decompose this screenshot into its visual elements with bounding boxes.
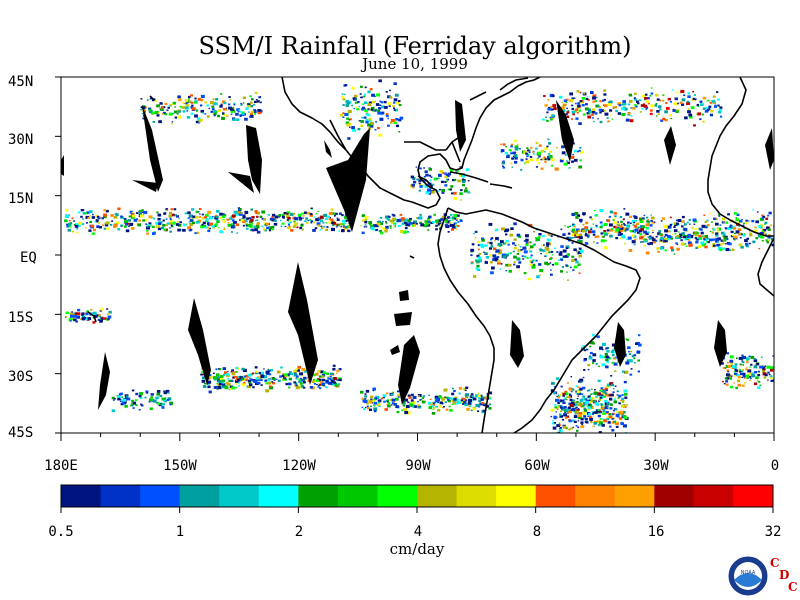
colorbar-swatch xyxy=(377,485,418,507)
lat-label: 45N xyxy=(8,74,33,90)
cdc-letter: D xyxy=(779,568,789,582)
colorbar-tick: 0.5 xyxy=(48,524,73,540)
lat-label: EQ xyxy=(20,250,37,266)
colorbar-swatch xyxy=(298,485,339,507)
lon-label: 0 xyxy=(771,458,779,474)
axis-ticks xyxy=(55,76,775,441)
map-panel xyxy=(55,76,775,441)
colorbar-swatch xyxy=(219,485,260,507)
colorbar-swatch xyxy=(337,485,378,507)
colorbar-swatch xyxy=(535,485,576,507)
colorbar-swatch xyxy=(61,485,102,507)
colorbar-tick: 1 xyxy=(176,524,184,540)
lon-label: 30W xyxy=(643,458,669,474)
colorbar-tick: 32 xyxy=(765,524,782,540)
lon-label: 60W xyxy=(524,458,550,474)
colorbar-swatch xyxy=(575,485,616,507)
colorbar-tick-labels: 0.5 1 2 4 8 16 32 xyxy=(48,524,781,540)
lon-label: 180E xyxy=(44,458,78,474)
cdc-mark: C D C xyxy=(770,556,798,594)
colorbar-swatch xyxy=(614,485,655,507)
colorbar-swatch xyxy=(456,485,497,507)
colorbar-swatch xyxy=(258,485,299,507)
colorbar-unit: cm/day xyxy=(390,540,445,558)
lat-label: 45S xyxy=(8,425,33,441)
map-title: SSM/I Rainfall (Ferriday algorithm) xyxy=(198,32,631,60)
lon-label: 120W xyxy=(282,458,316,474)
noaa-logo: NOAA xyxy=(727,555,769,597)
latitude-labels: 45N 30N 15N EQ 15S 30S 45S xyxy=(8,74,37,441)
colorbar-swatch xyxy=(179,485,220,507)
missing-data-swaths xyxy=(61,100,774,410)
colorbar-tick: 16 xyxy=(648,524,665,540)
rainfall-field xyxy=(64,79,774,433)
coastlines xyxy=(87,77,774,433)
lat-label: 30N xyxy=(8,132,33,148)
colorbar-swatch xyxy=(693,485,734,507)
lat-label: 15N xyxy=(8,191,33,207)
cdc-letter: C xyxy=(770,556,780,570)
colorbar-swatch xyxy=(654,485,695,507)
lon-label: 90W xyxy=(405,458,431,474)
colorbar-swatch xyxy=(100,485,141,507)
lat-label: 15S xyxy=(8,310,33,326)
map-date: June 10, 1999 xyxy=(360,55,468,73)
lon-label: 150W xyxy=(163,458,197,474)
colorbar-swatch xyxy=(417,485,458,507)
colorbar-swatch xyxy=(140,485,181,507)
noaa-logo-text: NOAA xyxy=(741,570,756,576)
colorbar-swatch xyxy=(496,485,537,507)
colorbar-tick: 2 xyxy=(295,524,303,540)
cdc-letter: C xyxy=(788,580,798,594)
colorbar-tick: 4 xyxy=(414,524,422,540)
lat-label: 30S xyxy=(8,369,33,385)
colorbar-tick: 8 xyxy=(533,524,541,540)
colorbar xyxy=(60,484,774,513)
colorbar-swatch xyxy=(733,485,774,507)
longitude-labels: 180E 150W 120W 90W 60W 30W 0 xyxy=(44,458,779,474)
